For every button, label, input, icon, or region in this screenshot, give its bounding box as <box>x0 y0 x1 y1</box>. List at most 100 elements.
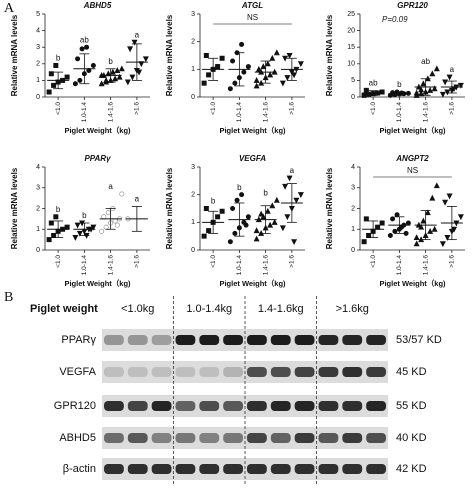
point <box>361 92 367 98</box>
point <box>103 77 110 83</box>
point <box>90 62 96 68</box>
blot-band <box>199 433 220 443</box>
x-tick-label: <1.0 <box>370 102 377 115</box>
point <box>215 214 221 220</box>
x-tick-label: 1.0-1.4 <box>236 102 243 123</box>
x-tick-label: >1.6 <box>289 255 296 268</box>
y-tick-label: 15 <box>347 44 355 51</box>
blot-band <box>199 401 220 411</box>
point <box>418 223 425 230</box>
point <box>375 224 381 230</box>
y-axis-label: Relative mRNA levels <box>10 14 19 96</box>
protein-label: β-actin <box>63 463 96 475</box>
x-tick-label: 1.4-1.6 <box>262 255 269 276</box>
x-tick-label: <1.0 <box>55 255 62 268</box>
point <box>219 55 225 61</box>
x-axis-label: Piglet Weight（kg) <box>64 125 131 135</box>
point <box>264 207 271 214</box>
point <box>446 74 453 81</box>
point <box>239 192 245 198</box>
y-tick-label: 4 <box>36 27 40 34</box>
point <box>131 39 138 46</box>
point <box>203 52 209 58</box>
blot-band <box>175 401 196 411</box>
point <box>390 216 396 222</box>
size-label: 55 KD <box>396 400 427 412</box>
point <box>429 70 436 77</box>
point <box>101 214 107 220</box>
size-label: 53/57 KD <box>396 334 442 346</box>
annotation: P=0.09 <box>382 15 408 24</box>
annotation: NS <box>407 166 418 175</box>
blot-band <box>318 464 339 474</box>
significance-letter: a <box>135 195 140 204</box>
protein-label: PPARγ <box>61 334 96 346</box>
point <box>379 89 385 95</box>
point <box>451 86 458 93</box>
blot-band <box>247 464 267 474</box>
point <box>418 90 425 97</box>
blot-band <box>342 433 363 443</box>
point <box>74 222 81 229</box>
significance-letter: b <box>263 188 268 197</box>
significance-letter: ab <box>369 78 378 87</box>
blot-band <box>127 367 148 377</box>
point <box>439 91 446 98</box>
point <box>282 183 289 190</box>
point <box>232 230 238 236</box>
blot-band <box>127 335 148 345</box>
point <box>269 202 276 209</box>
size-label: 40 KD <box>396 432 427 444</box>
point <box>363 87 369 93</box>
protein-label: ABHD5 <box>59 432 96 444</box>
point <box>286 52 293 59</box>
y-tick-label: 0 <box>351 94 355 101</box>
blot-band <box>127 433 148 443</box>
blot-band <box>366 464 386 474</box>
point <box>253 235 260 242</box>
blot-band <box>104 433 124 443</box>
point <box>243 222 249 228</box>
point <box>245 64 251 70</box>
point <box>118 65 125 72</box>
point <box>431 85 438 92</box>
panel-label: B <box>4 290 13 305</box>
panel-label: A <box>4 1 15 16</box>
point <box>363 216 369 222</box>
blot-band <box>175 367 196 377</box>
blot-band <box>199 464 220 474</box>
blot-band <box>151 464 172 474</box>
y-tick-label: 4 <box>36 164 40 171</box>
point <box>227 86 233 92</box>
blot-band <box>175 335 196 345</box>
y-axis-label: Relative mRNA levels <box>325 14 334 96</box>
x-tick-label: 1.0-1.4 <box>81 102 88 123</box>
point <box>64 224 70 230</box>
point <box>273 49 280 56</box>
point <box>392 228 398 234</box>
point <box>413 234 420 241</box>
point <box>442 199 449 206</box>
point <box>109 68 116 75</box>
blot-band <box>223 433 243 443</box>
x-tick-label: 1.0-1.4 <box>81 255 88 276</box>
significance-letter: a <box>450 65 455 74</box>
point <box>241 69 247 75</box>
point <box>413 89 420 96</box>
x-tick-label: 1.4-1.6 <box>107 102 114 123</box>
x-tick-label: 1.0-1.4 <box>396 255 403 276</box>
x-tick-label: >1.6 <box>134 102 141 115</box>
point <box>253 77 260 83</box>
point <box>98 80 105 87</box>
point <box>79 46 85 52</box>
x-tick-label: 1.4-1.6 <box>422 255 429 276</box>
chart-title: VEGFA <box>239 154 266 163</box>
blot-band <box>104 464 124 474</box>
point <box>136 69 143 76</box>
blot-band <box>270 367 291 377</box>
y-tick-label: 2 <box>191 39 195 46</box>
significance-letter: a <box>108 182 113 191</box>
blot-band <box>294 464 315 474</box>
y-tick-label: 2 <box>36 61 40 68</box>
